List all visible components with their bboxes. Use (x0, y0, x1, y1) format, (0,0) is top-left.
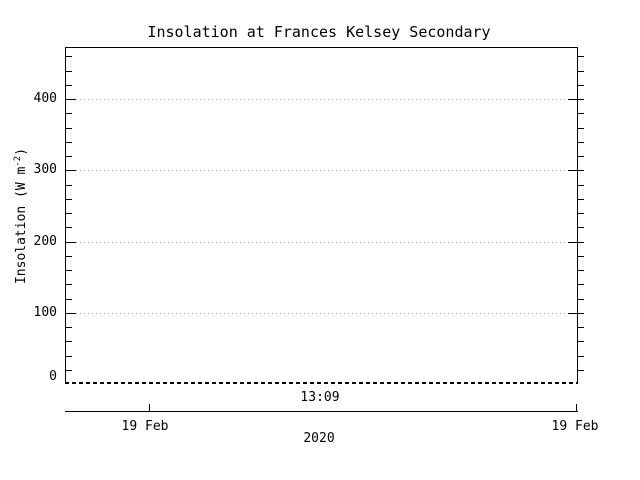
y-minor-tick-left (66, 56, 72, 57)
y-gridline (76, 170, 567, 171)
y-minor-tick-right (578, 128, 584, 129)
date-axis-tick-right (576, 404, 577, 411)
y-major-tick-right-outer (578, 242, 584, 243)
y-minor-tick-right (578, 85, 584, 86)
date-label-right: 19 Feb (551, 419, 599, 434)
y-minor-tick-left (66, 284, 72, 285)
year-label: 2020 (303, 431, 335, 446)
y-minor-tick-right (578, 213, 584, 214)
y-major-tick-right-inner (568, 99, 577, 100)
y-minor-tick-left (66, 341, 72, 342)
y-minor-tick-right (578, 270, 584, 271)
time-tick-label: 13:09 (300, 390, 340, 405)
y-minor-tick-right (578, 356, 584, 357)
y-major-tick-right-outer (578, 313, 584, 314)
y-minor-tick-right (578, 56, 584, 57)
y-minor-tick-right (578, 227, 584, 228)
y-minor-tick-left (66, 370, 72, 371)
y-minor-tick-left (66, 299, 72, 300)
y-minor-tick-left (66, 185, 72, 186)
y-tick-label: 100 (33, 305, 57, 320)
y-minor-tick-right (578, 284, 584, 285)
date-axis-tick-left (149, 404, 150, 411)
y-minor-tick-left (66, 270, 72, 271)
y-minor-tick-right (578, 256, 584, 257)
y-minor-tick-right (578, 113, 584, 114)
date-label-left: 19 Feb (121, 419, 169, 434)
y-minor-tick-right (578, 156, 584, 157)
y-minor-tick-left (66, 156, 72, 157)
chart-title: Insolation at Frances Kelsey Secondary (147, 23, 491, 41)
y-axis-label-close: ) (14, 147, 30, 156)
y-gridline (76, 313, 567, 314)
zero-baseline-dashed-line (65, 382, 578, 384)
y-minor-tick-right (578, 370, 584, 371)
y-major-tick-left (66, 313, 76, 314)
y-minor-tick-right (578, 142, 584, 143)
y-axis-label-text: Insolation (W m (14, 166, 30, 285)
date-axis-line (65, 411, 578, 412)
y-minor-tick-left (66, 113, 72, 114)
y-minor-tick-right (578, 71, 584, 72)
y-major-tick-right-inner (568, 242, 577, 243)
y-minor-tick-right (578, 185, 584, 186)
y-minor-tick-left (66, 327, 72, 328)
y-gridline (76, 99, 567, 100)
y-minor-tick-left (66, 199, 72, 200)
y-major-tick-right-outer (578, 99, 584, 100)
y-major-tick-left (66, 170, 76, 171)
y-major-tick-left (66, 242, 76, 243)
y-major-tick-right-outer (578, 170, 584, 171)
y-minor-tick-left (66, 213, 72, 214)
y-major-tick-right-inner (568, 170, 577, 171)
y-tick-label: 0 (49, 369, 57, 384)
y-minor-tick-right (578, 299, 584, 300)
y-tick-label: 200 (33, 234, 57, 249)
y-tick-label: 300 (33, 162, 57, 177)
y-minor-tick-left (66, 85, 72, 86)
y-minor-tick-left (66, 142, 72, 143)
y-minor-tick-left (66, 356, 72, 357)
y-minor-tick-left (66, 227, 72, 228)
y-major-tick-left (66, 99, 76, 100)
y-minor-tick-left (66, 128, 72, 129)
y-gridline (76, 242, 567, 243)
plot-area (65, 47, 578, 384)
y-minor-tick-right (578, 341, 584, 342)
y-minor-tick-left (66, 256, 72, 257)
y-minor-tick-left (66, 71, 72, 72)
y-minor-tick-right (578, 327, 584, 328)
y-tick-label: 400 (33, 91, 57, 106)
y-minor-tick-right (578, 199, 584, 200)
y-major-tick-right-inner (568, 313, 577, 314)
